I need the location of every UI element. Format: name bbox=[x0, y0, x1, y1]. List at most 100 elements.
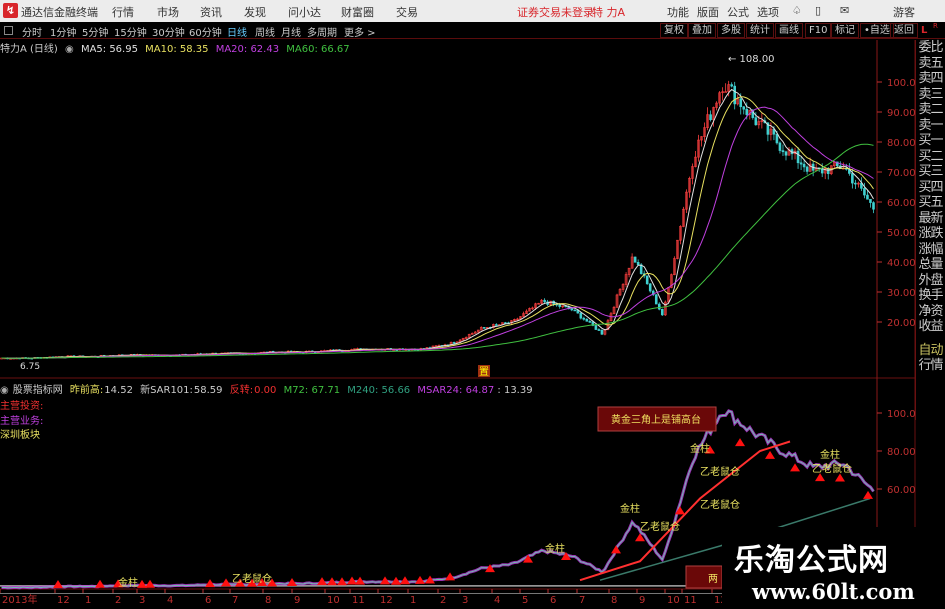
date-label: 10 bbox=[327, 595, 340, 606]
candle-body bbox=[688, 178, 691, 193]
quote-item[interactable]: 买二 bbox=[918, 148, 943, 164]
signal-label: 乙老鼠仓 bbox=[700, 465, 740, 478]
quote-item[interactable]: 换手 bbox=[918, 288, 943, 303]
quote-item[interactable]: 收益 bbox=[918, 319, 943, 334]
quote-item[interactable]: 卖二 bbox=[918, 102, 943, 117]
quote-item[interactable]: 涨幅 bbox=[918, 241, 943, 257]
date-label: 3 bbox=[139, 595, 145, 606]
period-15min[interactable]: 15分钟 bbox=[114, 28, 147, 39]
help-icon[interactable]: ♤ bbox=[792, 4, 802, 17]
menu-trade[interactable]: 交易 bbox=[396, 6, 418, 19]
candle-body bbox=[473, 331, 477, 334]
candle-body bbox=[654, 294, 658, 305]
signal-triangle bbox=[235, 578, 245, 587]
menu-markets[interactable]: 市场 bbox=[157, 6, 179, 19]
menu-function[interactable]: 功能 bbox=[667, 6, 689, 19]
date-label: 4 bbox=[494, 595, 500, 606]
period-daily[interactable]: 日线 bbox=[227, 28, 247, 39]
signal-triangle bbox=[765, 450, 775, 459]
period-5min[interactable]: 5分钟 bbox=[82, 28, 109, 39]
period-60min[interactable]: 60分钟 bbox=[189, 28, 222, 39]
candle-body bbox=[594, 325, 598, 330]
menu-wealth[interactable]: 财富圈 bbox=[341, 6, 374, 19]
signal-triangle bbox=[287, 577, 297, 586]
candle-body bbox=[866, 194, 869, 200]
quote-item[interactable]: 总量 bbox=[918, 257, 943, 272]
stock-period-label: 特力A (日线) bbox=[0, 44, 58, 55]
user-label[interactable]: 游客 bbox=[893, 6, 915, 19]
f10-button[interactable]: F10 bbox=[805, 23, 832, 38]
favorite-button[interactable]: •自选 bbox=[860, 23, 894, 38]
period-tick[interactable]: 分时 bbox=[22, 28, 42, 39]
date-label: 3 bbox=[462, 595, 468, 606]
period-weekly[interactable]: 周线 bbox=[255, 28, 275, 39]
period-monthly[interactable]: 月线 bbox=[281, 28, 301, 39]
quote-item[interactable]: 卖五 bbox=[918, 55, 943, 71]
menu-options[interactable]: 选项 bbox=[757, 6, 779, 19]
period-30min[interactable]: 30分钟 bbox=[152, 28, 185, 39]
candle-body bbox=[573, 309, 577, 312]
reverse-value: 0.00 bbox=[254, 385, 277, 396]
candle-body bbox=[670, 274, 673, 288]
stock-name: 特 力A bbox=[592, 6, 626, 19]
date-label: 6 bbox=[550, 595, 556, 606]
settings-icon[interactable]: ◉ bbox=[65, 44, 74, 55]
menu-market[interactable]: 行情 bbox=[112, 6, 134, 19]
candle-body bbox=[760, 120, 764, 122]
quote-item[interactable]: 买五 bbox=[918, 195, 943, 210]
quote-item[interactable]: 买四 bbox=[918, 179, 943, 195]
toggle-icon[interactable] bbox=[4, 26, 13, 35]
quote-item[interactable]: 买三 bbox=[918, 164, 943, 179]
reverse-label: 反转: bbox=[229, 385, 254, 396]
menu-formula[interactable]: 公式 bbox=[727, 6, 749, 19]
candle-body bbox=[597, 329, 601, 331]
period-multi[interactable]: 多周期 bbox=[307, 28, 337, 39]
candle-body bbox=[730, 84, 733, 87]
phone-icon[interactable]: ▯ bbox=[815, 4, 822, 17]
quote-item[interactable]: 卖三 bbox=[918, 86, 943, 102]
menu-news[interactable]: 资讯 bbox=[200, 6, 222, 19]
candle-body bbox=[651, 290, 655, 296]
quote-side-panel: 委比 卖五 卖四 卖三 卖二 卖一 买一 买二 买三 买四 买五 最新 涨跌 涨… bbox=[915, 40, 945, 420]
level-r-icon[interactable]: R bbox=[933, 22, 938, 30]
menu-layout[interactable]: 版面 bbox=[697, 6, 719, 19]
main-info-bar: 特力A (日线) ◉ MA5: 56.95 MA10: 58.35 MA20: … bbox=[0, 40, 354, 55]
login-status[interactable]: 证券交易未登录 bbox=[517, 6, 594, 19]
quote-item[interactable]: 外盘 bbox=[918, 272, 943, 288]
quote-item[interactable]: 卖四 bbox=[918, 71, 943, 86]
chart-canvas[interactable]: 100.090.0080.0070.0060.0050.0040.0030.00… bbox=[0, 40, 945, 609]
signal-triangle bbox=[835, 473, 845, 482]
main-business-label: 主营业务: bbox=[0, 416, 44, 427]
level-l-icon[interactable]: L bbox=[921, 25, 928, 36]
stats-button[interactable]: 统计 bbox=[746, 23, 774, 38]
message-icon[interactable]: ✉ bbox=[840, 4, 850, 17]
quote-item[interactable]: 净资 bbox=[918, 303, 943, 319]
quote-item[interactable]: 买一 bbox=[918, 133, 943, 148]
draw-button[interactable]: 画线 bbox=[775, 23, 803, 38]
overlay-button[interactable]: 叠加 bbox=[688, 23, 716, 38]
indicator-name[interactable]: 股票指标网 bbox=[12, 385, 63, 396]
candle-body bbox=[540, 299, 543, 304]
candle-body bbox=[588, 321, 592, 323]
restore-rights-button[interactable]: 复权 bbox=[660, 23, 688, 38]
signal-label: 金柱 bbox=[820, 448, 840, 461]
quote-item[interactable]: 涨跌 bbox=[918, 226, 943, 241]
signal-triangle bbox=[205, 579, 215, 588]
back-button[interactable]: 返回 bbox=[890, 23, 918, 38]
quote-item[interactable]: 最新 bbox=[918, 210, 943, 226]
menu-xiaoda[interactable]: 问小达 bbox=[288, 6, 321, 19]
candle-body bbox=[525, 310, 528, 314]
period-more[interactable]: 更多 > bbox=[344, 28, 376, 39]
sector-label: 深圳板块 bbox=[0, 430, 40, 441]
collapse-icon[interactable]: ◉ bbox=[0, 385, 9, 396]
menu-discover[interactable]: 发现 bbox=[244, 6, 266, 19]
quote-button[interactable]: 行情 bbox=[918, 358, 943, 373]
period-1min[interactable]: 1分钟 bbox=[50, 28, 77, 39]
multi-stock-button[interactable]: 多股 bbox=[717, 23, 745, 38]
candle-body bbox=[621, 284, 625, 290]
quote-item[interactable]: 卖一 bbox=[918, 117, 943, 133]
mark-button[interactable]: 标记 bbox=[831, 23, 859, 38]
candle-body bbox=[715, 102, 718, 108]
quote-item[interactable]: 委比 bbox=[918, 40, 943, 55]
auto-button[interactable]: 自动 bbox=[918, 342, 943, 358]
